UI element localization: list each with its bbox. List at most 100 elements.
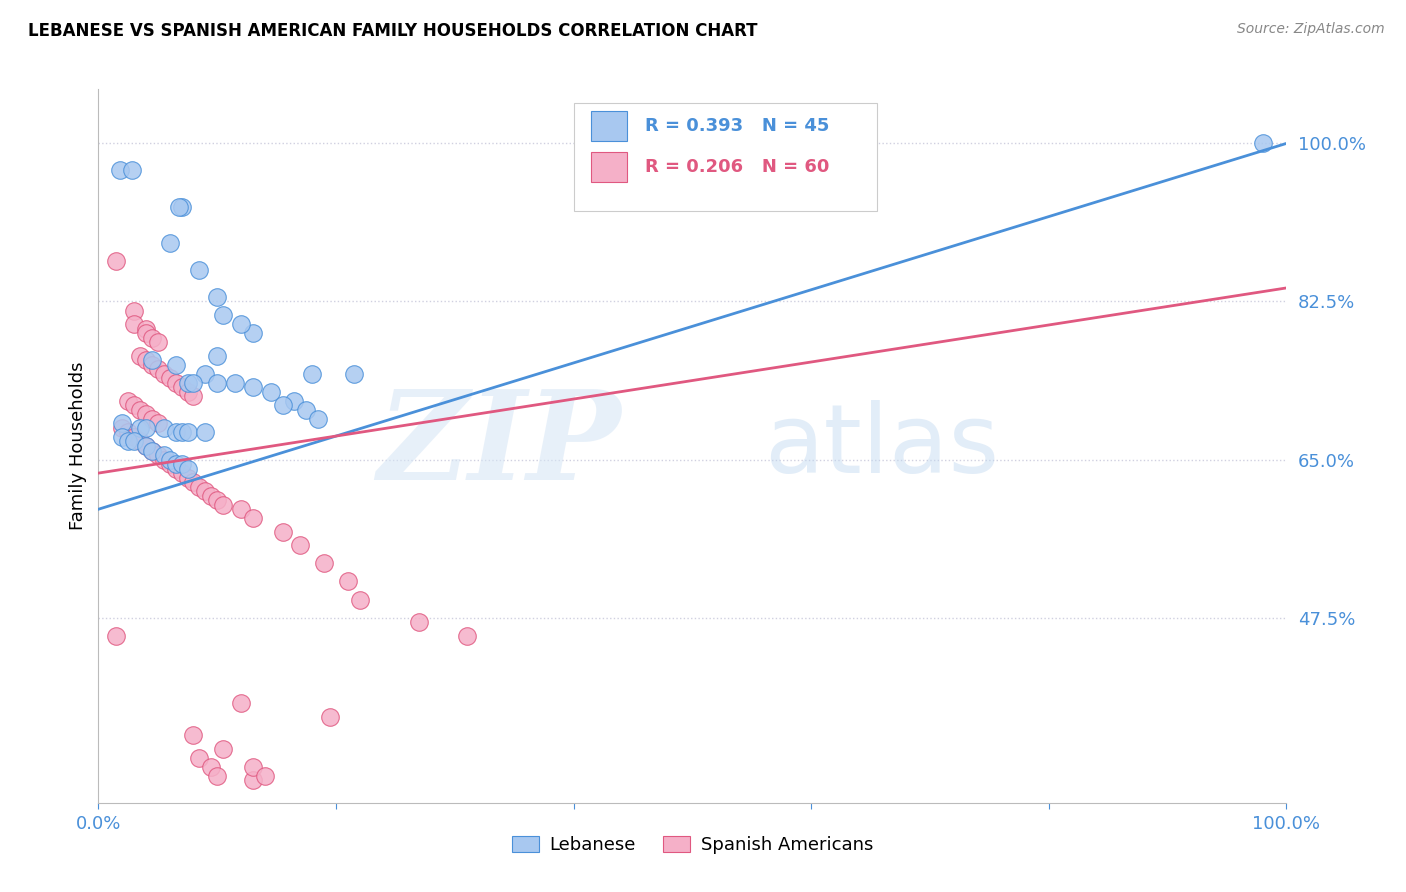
Point — [349, 592, 371, 607]
Point — [108, 163, 131, 178]
Point — [121, 163, 143, 178]
Point — [159, 235, 181, 250]
Text: ZIP: ZIP — [377, 385, 621, 507]
Point — [176, 461, 198, 475]
Text: LEBANESE VS SPANISH AMERICAN FAMILY HOUSEHOLDS CORRELATION CHART: LEBANESE VS SPANISH AMERICAN FAMILY HOUS… — [28, 22, 758, 40]
Point — [242, 759, 264, 773]
Point — [176, 425, 198, 440]
Text: Source: ZipAtlas.com: Source: ZipAtlas.com — [1237, 22, 1385, 37]
Point — [146, 448, 169, 462]
Point — [167, 200, 190, 214]
Point — [183, 475, 205, 490]
Point — [229, 317, 252, 331]
Point — [295, 402, 318, 417]
Point — [200, 489, 222, 503]
Point — [159, 457, 181, 471]
Text: R = 0.206   N = 60: R = 0.206 N = 60 — [645, 158, 830, 176]
Point — [135, 439, 157, 453]
Text: atlas: atlas — [763, 400, 998, 492]
Point — [165, 461, 187, 475]
Point — [229, 697, 252, 711]
Point — [319, 710, 342, 724]
Point — [188, 263, 211, 277]
Point — [188, 480, 211, 494]
Point — [146, 335, 169, 350]
Point — [242, 380, 264, 394]
Point — [146, 417, 169, 431]
Point — [152, 367, 174, 381]
Point — [253, 769, 276, 783]
Point — [141, 330, 163, 344]
Point — [242, 511, 264, 525]
Point — [200, 759, 222, 773]
Point — [229, 502, 252, 516]
Point — [105, 629, 128, 643]
Bar — [592, 152, 627, 182]
Point — [194, 367, 217, 381]
Point — [271, 524, 294, 539]
Point — [207, 349, 229, 363]
Point — [141, 358, 163, 372]
Point — [1251, 136, 1274, 151]
Point — [188, 750, 211, 764]
Point — [343, 367, 366, 381]
Point — [111, 430, 134, 444]
Point — [135, 439, 157, 453]
Point — [165, 358, 187, 372]
Point — [456, 629, 478, 643]
Point — [117, 393, 139, 408]
Point — [122, 434, 145, 449]
Point — [141, 443, 163, 458]
Legend: Lebanese, Spanish Americans: Lebanese, Spanish Americans — [505, 829, 880, 862]
Point — [260, 384, 283, 399]
Bar — [592, 112, 627, 141]
Point — [152, 448, 174, 462]
Point — [165, 376, 187, 390]
Point — [314, 557, 336, 571]
Point — [117, 434, 139, 449]
Text: R = 0.393   N = 45: R = 0.393 N = 45 — [645, 118, 830, 136]
Point — [135, 326, 157, 340]
Point — [307, 412, 329, 426]
Point — [111, 417, 134, 431]
Point — [408, 615, 430, 629]
Point — [271, 398, 294, 412]
Point — [129, 402, 152, 417]
Point — [129, 349, 152, 363]
Point — [135, 353, 157, 368]
Point — [122, 303, 145, 318]
Point — [283, 393, 305, 408]
Point — [141, 412, 163, 426]
Point — [117, 425, 139, 440]
Point — [176, 470, 198, 484]
Point — [135, 321, 157, 335]
Point — [242, 773, 264, 788]
Point — [152, 421, 174, 435]
Point — [170, 200, 193, 214]
Point — [301, 367, 323, 381]
Point — [207, 493, 229, 508]
Point — [194, 425, 217, 440]
Point — [176, 384, 198, 399]
Point — [129, 421, 152, 435]
Point — [165, 425, 187, 440]
Point — [170, 425, 193, 440]
FancyBboxPatch shape — [574, 103, 876, 211]
Point — [170, 466, 193, 480]
Point — [170, 380, 193, 394]
Point — [336, 574, 359, 589]
Point — [170, 457, 193, 471]
Point — [183, 376, 205, 390]
Point — [105, 253, 128, 268]
Point — [141, 353, 163, 368]
Point — [224, 376, 246, 390]
Point — [141, 443, 163, 458]
Point — [242, 326, 264, 340]
Point — [122, 317, 145, 331]
Point — [165, 457, 187, 471]
Point — [212, 308, 235, 322]
Point — [111, 421, 134, 435]
Point — [207, 376, 229, 390]
Point — [194, 484, 217, 499]
Point — [135, 421, 157, 435]
